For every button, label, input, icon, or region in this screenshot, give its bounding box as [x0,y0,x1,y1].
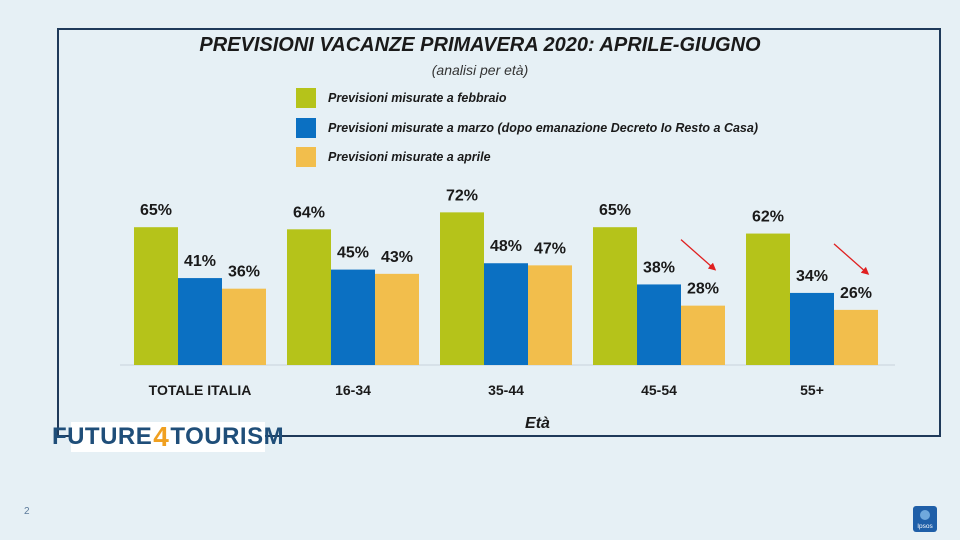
data-label-2-2: 45% [337,245,369,262]
bar-1-3 [440,212,484,365]
bar-2-3 [484,263,528,365]
decrease-arrow-2 [833,243,870,275]
data-label-2-1: 41% [184,253,216,270]
chart-subtitle: (analisi per età) [431,62,529,78]
category-label-3: 35-44 [488,382,524,398]
logo-text-tourism: TOURISM [170,423,285,450]
data-label-2-4: 38% [643,259,675,276]
category-label-1: TOTALE ITALIA [149,382,252,398]
ipsos-logo-text: Ipsos [917,523,933,530]
category-label-5: 55+ [800,382,824,398]
data-label-3-3: 47% [534,240,566,257]
legend-label-aprile: Previsioni misurate a aprile [328,150,491,164]
future4tourism-logo: FUTURE 4 TOURISM [52,421,284,452]
decrease-arrow-1 [680,239,717,271]
data-label-1-2: 64% [293,204,325,221]
chart-frame [57,28,941,437]
data-label-1-3: 72% [446,187,478,204]
data-label-2-3: 48% [490,238,522,255]
data-label-1-4: 65% [599,202,631,219]
legend-item-marzo: Previsioni misurate a marzo (dopo emanaz… [296,118,758,138]
data-label-3-5: 26% [840,285,872,302]
bar-3-2 [375,273,419,365]
bar-2-2 [331,269,375,365]
legend-item-febbraio: Previsioni misurate a febbraio [296,88,507,108]
category-label-2: 16-34 [335,382,371,398]
bar-2-4 [637,284,681,365]
data-label-1-5: 62% [752,209,784,226]
category-label-4: 45-54 [641,382,677,398]
data-label-2-5: 34% [796,268,828,285]
legend-label-marzo: Previsioni misurate a marzo (dopo emanaz… [328,121,758,135]
bar-3-3 [528,265,572,365]
logo-text-future: FUTURE [51,423,153,450]
chart-title: PREVISIONI VACANZE PRIMAVERA 2020: APRIL… [199,34,761,56]
bar-1-2 [287,229,331,365]
x-axis-title: Età [525,415,550,432]
legend-item-aprile: Previsioni misurate a aprile [296,147,491,167]
page-number: 2 [24,506,30,517]
legend-swatch-febbraio [296,88,316,108]
bar-1-1 [134,227,178,365]
bar-2-5 [790,292,834,365]
bar-3-4 [681,305,725,365]
ipsos-logo-mark [920,510,930,520]
bar-3-1 [222,288,266,365]
data-label-3-4: 28% [687,281,719,298]
data-label-3-2: 43% [381,249,413,266]
bar-1-5 [746,233,790,365]
bar-3-5 [834,309,878,365]
legend-swatch-marzo [296,118,316,138]
data-label-1-1: 65% [140,202,172,219]
data-label-3-1: 36% [228,264,260,281]
ipsos-logo: Ipsos [913,506,937,532]
legend-label-febbraio: Previsioni misurate a febbraio [328,91,507,105]
legend-swatch-aprile [296,147,316,167]
logo-text-4: 4 [153,421,170,452]
bar-2-1 [178,278,222,365]
bar-1-4 [593,227,637,365]
